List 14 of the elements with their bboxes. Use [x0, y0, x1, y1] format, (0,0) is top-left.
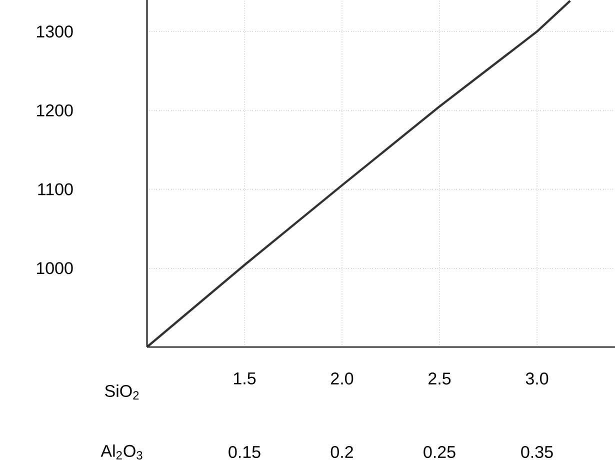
y-tick-label: 1300: [36, 26, 73, 38]
text: 0.15: [228, 446, 260, 458]
x-tick-label: 1.5: [234, 372, 256, 384]
text: Al$_{2}$O$_{3}$: [100, 444, 142, 460]
text: 0.25: [424, 446, 456, 458]
y-tick-label: 1100: [38, 183, 73, 196]
text: 0.35: [521, 446, 553, 458]
text: 0.2: [330, 446, 353, 458]
x-axis-title: SiO$_{2}$: [105, 384, 139, 400]
x-tick-label: 2.0: [331, 372, 354, 385]
y-tick-label: 1000: [36, 262, 73, 274]
x-tick-label: 3.0: [526, 372, 548, 385]
x-tick-label: 2.5: [428, 372, 451, 385]
y-tick-label: 1200: [36, 104, 73, 116]
